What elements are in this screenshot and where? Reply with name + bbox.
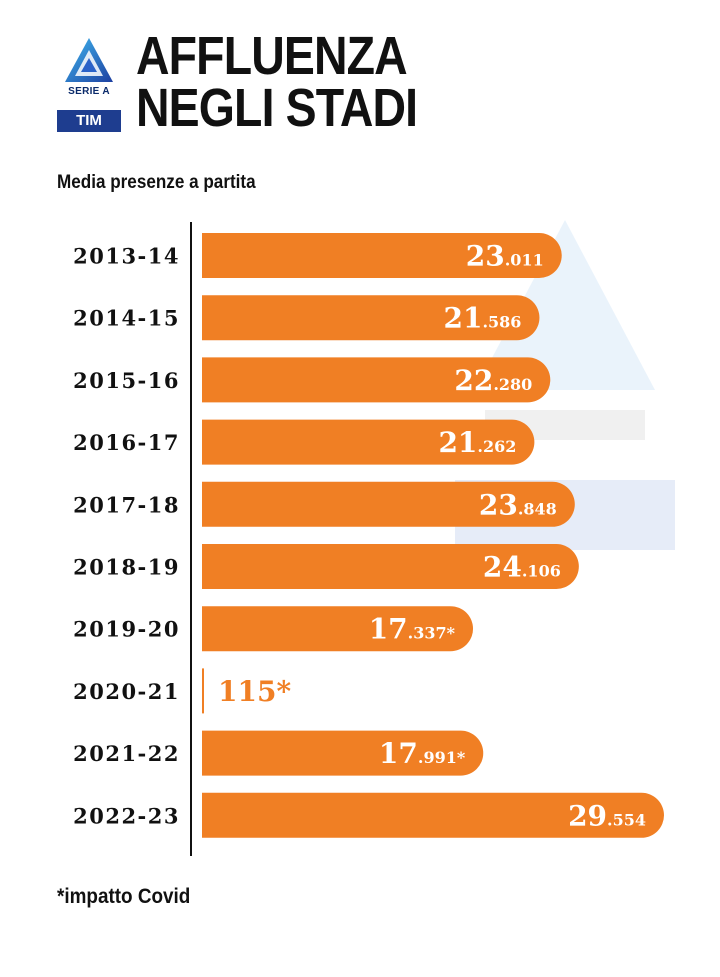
value-label: 17.337* (369, 613, 456, 646)
serie-a-logo: SERIE A TIM (57, 36, 121, 134)
logo-text: SERIE A (68, 86, 110, 97)
bar (202, 792, 664, 838)
category-label: 2018-19 (73, 555, 180, 580)
value-label: 21.586 (444, 302, 522, 335)
value-label: 115* (218, 675, 291, 708)
y-axis-line (190, 222, 192, 856)
bar (202, 668, 204, 714)
value-label: 23.011 (466, 240, 544, 273)
category-label: 2019-20 (73, 617, 180, 642)
category-label: 2016-17 (73, 430, 180, 455)
category-label: 2014-15 (73, 306, 180, 331)
value-label: 21.262 (438, 426, 516, 459)
category-label: 2021-22 (73, 741, 180, 766)
category-label: 2020-21 (73, 679, 180, 704)
bar (202, 295, 540, 341)
title-line-1: AFFLUENZA (136, 26, 408, 86)
bar (202, 544, 579, 589)
footnote: *impatto Covid (57, 885, 191, 908)
bar (202, 481, 575, 527)
category-label: 2015-16 (73, 368, 180, 393)
value-label: 23.848 (479, 488, 557, 521)
logo-box: TIM (57, 110, 121, 132)
bar (202, 233, 562, 278)
bar (202, 606, 474, 652)
category-label: 2017-18 (73, 492, 180, 517)
title-line-2: NEGLI STADI (136, 78, 418, 138)
page-title: AFFLUENZA NEGLI STADI (136, 26, 418, 138)
category-label: 2022-23 (73, 803, 180, 828)
value-label: 24.106 (483, 551, 561, 584)
bar (202, 357, 551, 403)
bar (202, 730, 484, 776)
bar (202, 419, 535, 465)
value-label: 22.280 (454, 364, 532, 397)
watermark-logo-icon (455, 220, 675, 550)
value-label: 17.991* (379, 737, 466, 770)
serie-a-logo-icon (65, 38, 113, 82)
chart-subtitle: Media presenze a partita (57, 172, 256, 193)
category-label: 2013-14 (73, 244, 180, 269)
value-label: 29.554 (568, 799, 646, 832)
